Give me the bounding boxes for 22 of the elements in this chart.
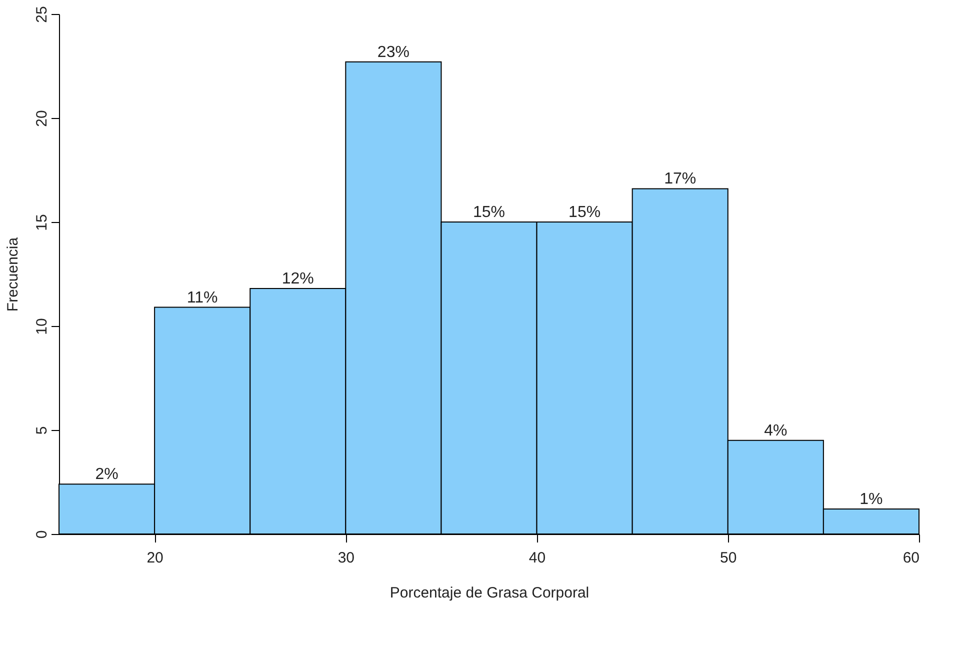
data-label: 17% [664, 170, 696, 188]
x-axis-title: Porcentaje de Grasa Corporal [390, 584, 590, 602]
data-label: 12% [282, 270, 314, 288]
data-label: 4% [764, 422, 788, 440]
x-tick-label: 20 [146, 550, 164, 566]
x-tick-label: 30 [338, 550, 355, 566]
data-label: 11% [186, 289, 218, 306]
data-label: 2% [95, 466, 118, 484]
data-label: 15% [472, 204, 506, 221]
y-tick-label: 10 [34, 318, 50, 335]
y-tick-label: 0 [34, 530, 50, 539]
x-tick-label: 40 [528, 550, 546, 566]
y-axis-title: Frecuencia [4, 236, 22, 312]
x-tick-label: 50 [720, 550, 737, 566]
x-tick-label: 60 [902, 550, 920, 566]
y-tick-label: 25 [34, 6, 50, 23]
data-label: 15% [568, 204, 601, 221]
y-tick-label: 5 [34, 426, 50, 435]
y-tick-label: 20 [34, 110, 50, 127]
y-tick-label: 15 [34, 214, 50, 231]
data-label: 1% [860, 491, 883, 508]
data-label: 23% [377, 44, 410, 61]
